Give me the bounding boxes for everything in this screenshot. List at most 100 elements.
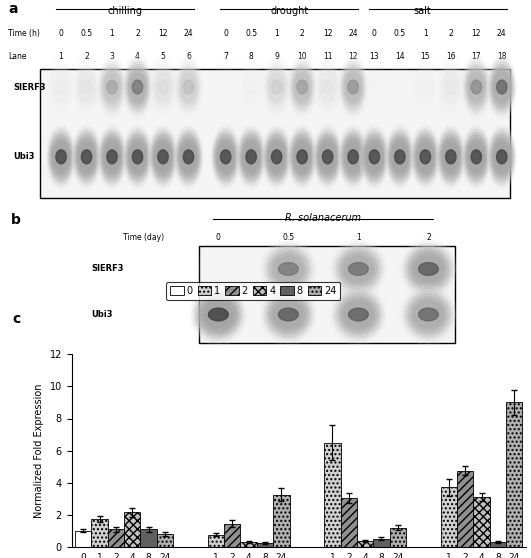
Ellipse shape — [271, 150, 282, 164]
Ellipse shape — [158, 150, 168, 164]
Text: 17: 17 — [472, 52, 481, 61]
Text: SlERF3: SlERF3 — [13, 83, 46, 92]
Ellipse shape — [268, 140, 285, 174]
Ellipse shape — [220, 150, 231, 164]
Ellipse shape — [344, 302, 373, 328]
Ellipse shape — [446, 80, 456, 94]
Ellipse shape — [128, 137, 147, 176]
Ellipse shape — [72, 126, 101, 187]
Ellipse shape — [97, 123, 127, 190]
Ellipse shape — [73, 59, 100, 115]
Ellipse shape — [469, 143, 484, 171]
Ellipse shape — [417, 140, 434, 174]
Ellipse shape — [152, 134, 174, 179]
Ellipse shape — [468, 140, 485, 174]
Ellipse shape — [150, 129, 176, 185]
Bar — [224, 523, 241, 547]
Bar — [357, 541, 373, 547]
Bar — [108, 529, 124, 547]
Bar — [373, 539, 390, 547]
Ellipse shape — [414, 256, 442, 282]
Ellipse shape — [156, 143, 170, 171]
Bar — [208, 535, 224, 547]
Ellipse shape — [150, 59, 176, 115]
Ellipse shape — [263, 289, 313, 340]
Text: 1: 1 — [59, 52, 63, 61]
Ellipse shape — [390, 137, 409, 176]
Ellipse shape — [198, 294, 239, 335]
Ellipse shape — [272, 299, 305, 330]
Ellipse shape — [290, 62, 314, 112]
Ellipse shape — [128, 68, 147, 107]
Ellipse shape — [266, 246, 311, 292]
Ellipse shape — [410, 296, 447, 333]
Text: 12: 12 — [323, 29, 332, 38]
Ellipse shape — [101, 65, 123, 109]
Ellipse shape — [336, 291, 381, 338]
Ellipse shape — [180, 70, 197, 104]
Ellipse shape — [420, 80, 431, 94]
Text: 14: 14 — [395, 52, 405, 61]
Ellipse shape — [408, 294, 449, 335]
Ellipse shape — [178, 65, 199, 109]
Ellipse shape — [271, 80, 282, 94]
Ellipse shape — [123, 56, 152, 118]
Ellipse shape — [295, 73, 310, 101]
Ellipse shape — [340, 59, 366, 115]
Ellipse shape — [493, 140, 510, 174]
Ellipse shape — [274, 302, 303, 328]
Text: chilling: chilling — [107, 7, 142, 16]
Text: 1: 1 — [423, 29, 427, 38]
Ellipse shape — [243, 140, 260, 174]
Ellipse shape — [367, 143, 382, 171]
Bar — [324, 442, 340, 547]
Ellipse shape — [340, 251, 377, 287]
Ellipse shape — [214, 132, 237, 182]
Ellipse shape — [342, 253, 375, 285]
Ellipse shape — [100, 132, 124, 182]
Text: b: b — [11, 214, 21, 228]
Ellipse shape — [130, 143, 145, 171]
Ellipse shape — [496, 150, 507, 164]
Ellipse shape — [104, 70, 121, 104]
Ellipse shape — [48, 129, 74, 185]
Text: 12: 12 — [158, 29, 168, 38]
Ellipse shape — [155, 70, 172, 104]
Ellipse shape — [389, 134, 410, 179]
Text: 7: 7 — [223, 52, 228, 61]
Ellipse shape — [54, 73, 68, 101]
Text: 9: 9 — [274, 52, 279, 61]
Ellipse shape — [395, 150, 405, 164]
Ellipse shape — [338, 123, 369, 190]
Bar — [340, 498, 357, 547]
Ellipse shape — [360, 126, 389, 187]
Ellipse shape — [346, 73, 361, 101]
Ellipse shape — [49, 62, 73, 112]
Ellipse shape — [79, 73, 94, 101]
Ellipse shape — [194, 289, 243, 340]
Ellipse shape — [331, 241, 386, 297]
Ellipse shape — [75, 62, 98, 112]
Ellipse shape — [99, 129, 125, 185]
Ellipse shape — [322, 80, 333, 94]
Bar — [390, 528, 406, 547]
Ellipse shape — [270, 296, 307, 333]
Text: 2: 2 — [135, 29, 140, 38]
Ellipse shape — [77, 137, 96, 176]
Ellipse shape — [105, 143, 119, 171]
Bar — [40, 69, 510, 198]
Text: 5: 5 — [160, 52, 166, 61]
Ellipse shape — [200, 296, 237, 333]
Ellipse shape — [261, 286, 315, 343]
Ellipse shape — [132, 150, 143, 164]
Ellipse shape — [418, 308, 438, 321]
Ellipse shape — [465, 132, 488, 182]
Bar — [506, 402, 523, 547]
Ellipse shape — [192, 286, 245, 343]
Ellipse shape — [489, 59, 515, 115]
Ellipse shape — [246, 80, 256, 94]
Ellipse shape — [132, 80, 143, 94]
Text: Time (h): Time (h) — [8, 29, 40, 38]
Ellipse shape — [494, 143, 509, 171]
Ellipse shape — [102, 137, 122, 176]
